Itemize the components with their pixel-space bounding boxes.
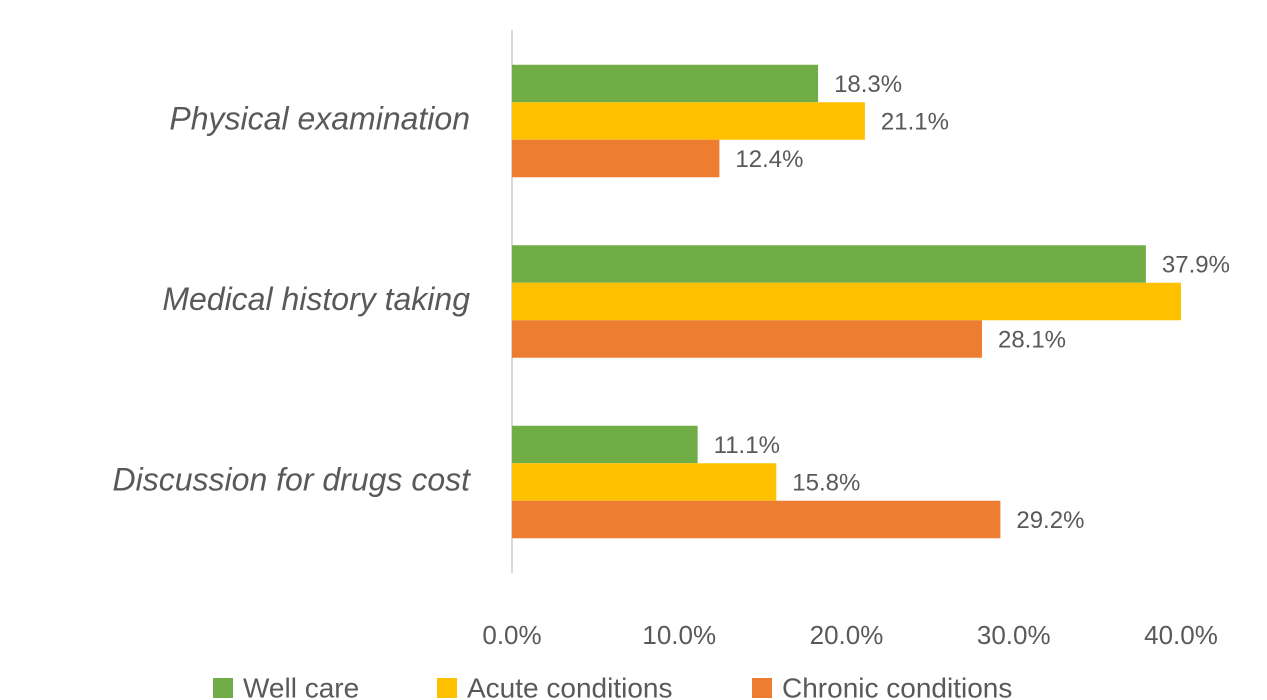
legend-label: Chronic conditions bbox=[782, 672, 1012, 700]
value-label: 12.4% bbox=[735, 146, 803, 173]
value-label: 29.2% bbox=[1016, 507, 1084, 534]
x-tick-label: 20.0% bbox=[810, 620, 884, 650]
legend-label: Well care bbox=[243, 672, 359, 700]
bar bbox=[512, 500, 1001, 539]
bar bbox=[512, 282, 1181, 321]
legend-swatch bbox=[752, 678, 772, 698]
x-tick-label: 30.0% bbox=[977, 620, 1051, 650]
bar bbox=[512, 102, 865, 140]
bar bbox=[512, 425, 698, 464]
category-label: Discussion for drugs cost bbox=[113, 461, 472, 497]
category-label: Physical examination bbox=[169, 100, 470, 136]
value-label: 37.9% bbox=[1162, 251, 1230, 278]
x-tick-label: 40.0% bbox=[1144, 620, 1218, 650]
bar bbox=[512, 64, 819, 103]
value-label: 15.8% bbox=[792, 469, 860, 496]
bar bbox=[512, 245, 1146, 283]
x-tick-label: 10.0% bbox=[642, 620, 716, 650]
bar bbox=[512, 139, 720, 178]
bar bbox=[512, 463, 777, 501]
bar bbox=[512, 320, 982, 358]
legend-swatch bbox=[213, 678, 233, 698]
value-label: 11.1% bbox=[714, 432, 780, 459]
category-label: Medical history taking bbox=[162, 281, 470, 317]
value-label: 21.1% bbox=[881, 108, 949, 135]
legend-label: Acute conditions bbox=[467, 672, 672, 700]
value-label: 18.3% bbox=[834, 71, 902, 98]
x-tick-label: 0.0% bbox=[482, 620, 541, 650]
value-label: 28.1% bbox=[998, 326, 1066, 353]
legend-swatch bbox=[437, 678, 457, 698]
